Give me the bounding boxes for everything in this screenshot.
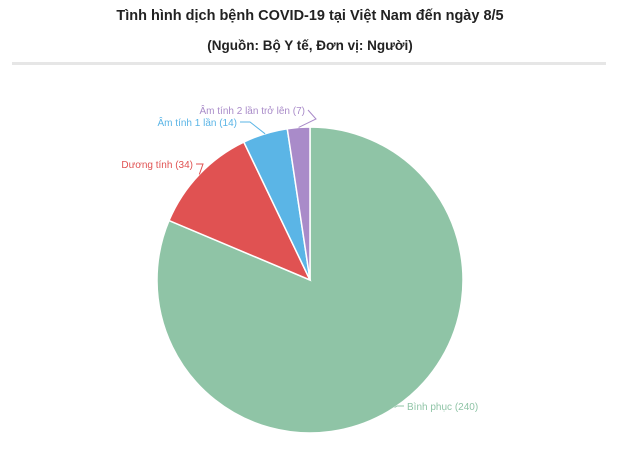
pie-data-label-1: Bình phục (240)	[407, 402, 478, 413]
pie-data-label-4: Âm tính 2 lần trở lên (7)	[200, 104, 306, 117]
pie-slice-1[interactable]	[156, 126, 464, 434]
pie-connector-1	[394, 405, 404, 408]
pie-connector-4	[298, 109, 317, 128]
pie-data-label-3: Âm tính 1 lần (14)	[158, 116, 237, 129]
title-divider	[12, 62, 606, 65]
pie-connector-2	[196, 163, 204, 175]
pie-slice-4[interactable]	[286, 126, 311, 281]
pie-connector-3	[240, 121, 266, 135]
chart-title: Tình hình dịch bệnh COVID-19 tại Việt Na…	[116, 8, 504, 24]
chart-subtitle: (Nguồn: Bộ Y tế, Đơn vị: Người)	[207, 38, 413, 53]
pie-data-label-2: Dương tính (34)	[121, 160, 193, 171]
pie-slice-2[interactable]	[168, 141, 312, 282]
